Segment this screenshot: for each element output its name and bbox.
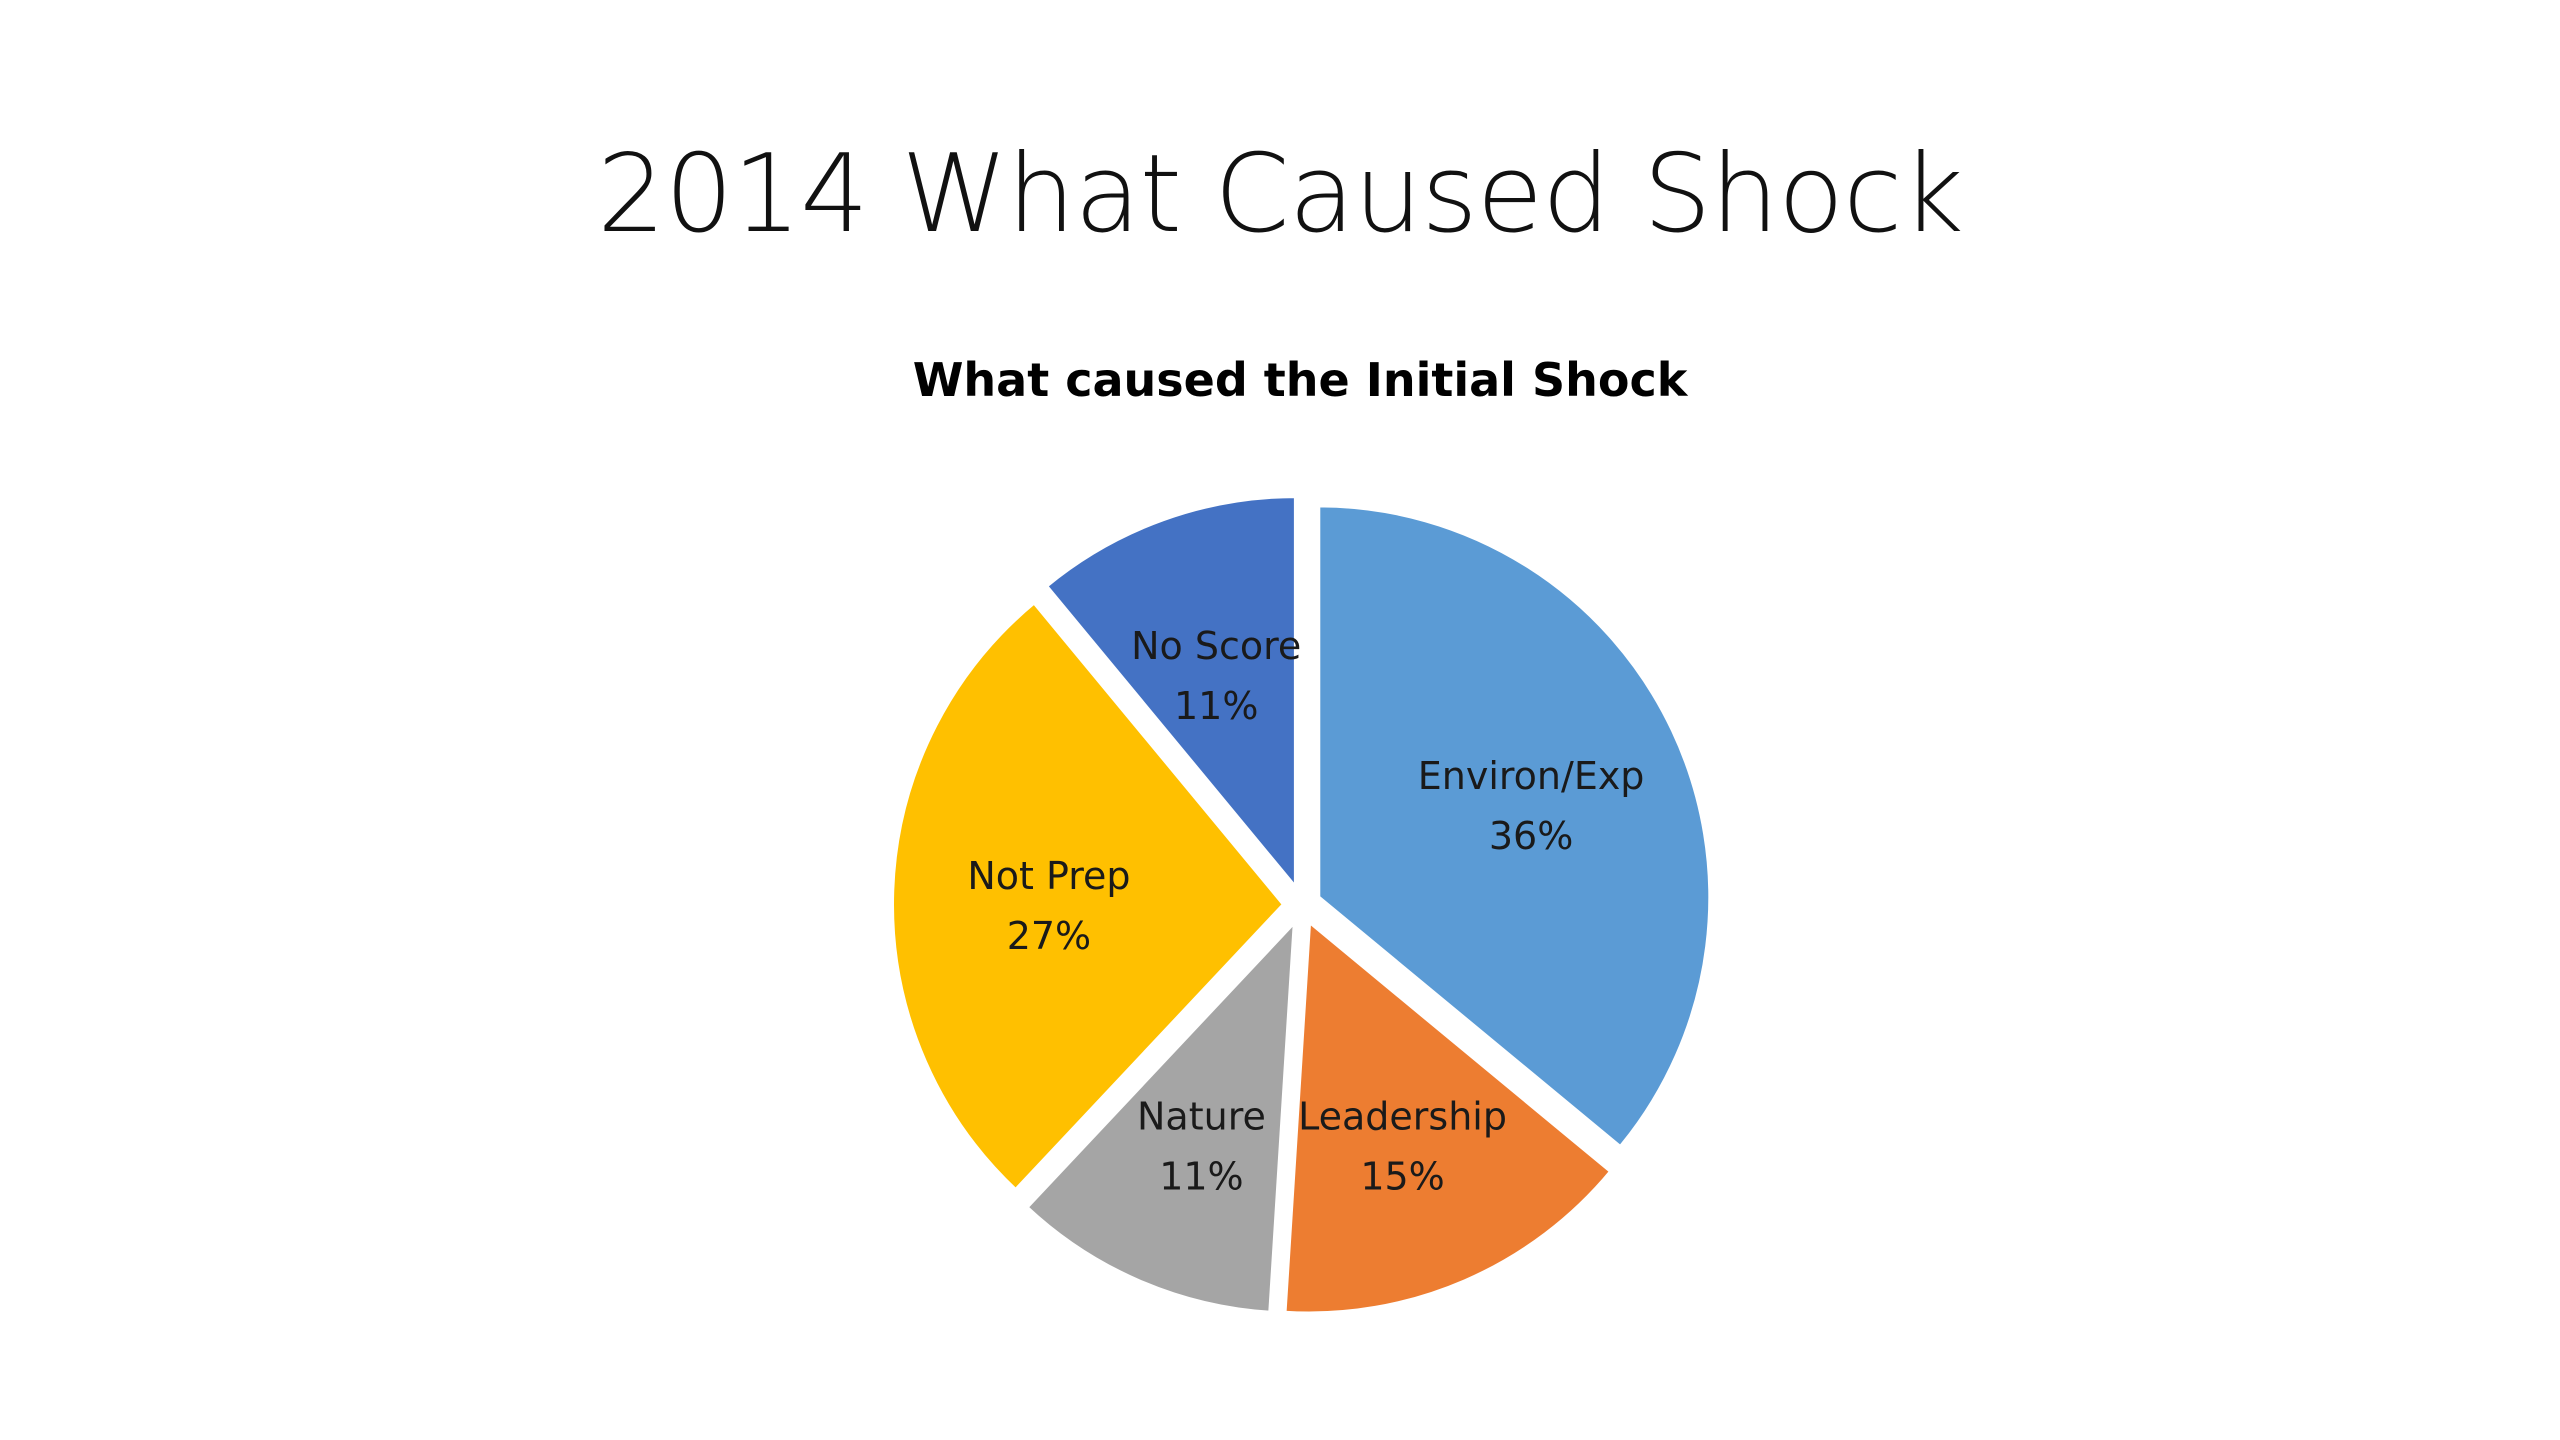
slice-value-environ-exp: 36% bbox=[1489, 814, 1573, 858]
slice-category-environ-exp: Environ/Exp bbox=[1418, 754, 1645, 798]
slice-value-leadership: 15% bbox=[1360, 1154, 1444, 1198]
slice-category-not-prep: Not Prep bbox=[967, 854, 1130, 898]
slice-category-leadership: Leadership bbox=[1298, 1094, 1507, 1138]
pie-slice-not-prep bbox=[890, 599, 1287, 1194]
pie-slice-nature bbox=[1023, 916, 1298, 1315]
slice-label-leadership: Leadership 15% bbox=[1298, 1094, 1507, 1198]
slice-value-not-prep: 27% bbox=[1007, 914, 1091, 958]
slice-value-nature: 11% bbox=[1159, 1154, 1243, 1198]
pie-slice-environ-exp bbox=[1316, 503, 1713, 1151]
slice-label-no-score: No Score 11% bbox=[1131, 624, 1301, 728]
pie-slice-leadership bbox=[1282, 917, 1615, 1316]
slice-label-environ-exp: Environ/Exp 36% bbox=[1418, 754, 1645, 858]
pie-slice-no-score bbox=[1043, 494, 1298, 894]
chart-title: What caused the Initial Shock bbox=[912, 353, 1688, 407]
slice-category-no-score: No Score bbox=[1131, 624, 1301, 668]
slide-title: 2014 What Caused Shock bbox=[597, 132, 1964, 257]
slice-category-nature: Nature bbox=[1137, 1094, 1266, 1138]
slice-label-nature: Nature 11% bbox=[1137, 1094, 1266, 1198]
slice-label-not-prep: Not Prep 27% bbox=[967, 854, 1130, 958]
slice-value-no-score: 11% bbox=[1174, 684, 1258, 728]
